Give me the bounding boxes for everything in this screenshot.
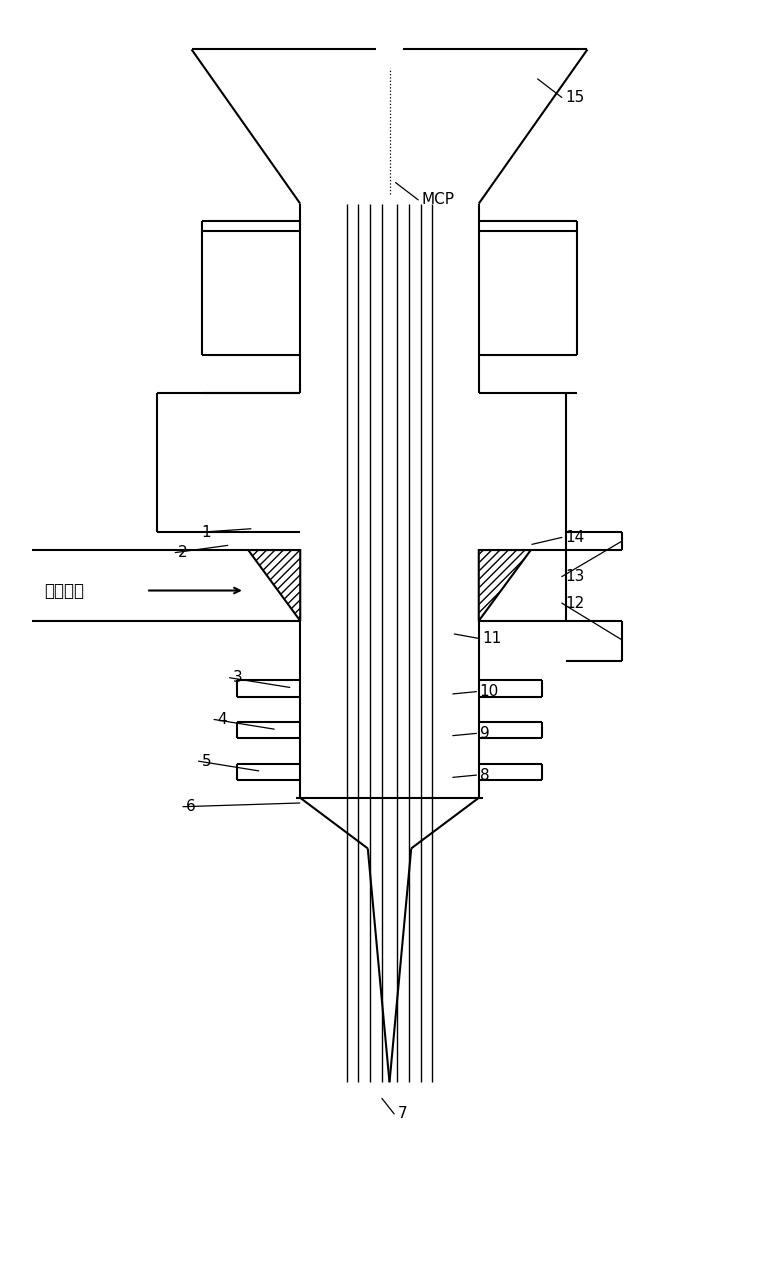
Text: MCP: MCP <box>421 193 454 208</box>
Text: 1: 1 <box>202 525 211 540</box>
Text: 6: 6 <box>186 799 196 815</box>
Text: 5: 5 <box>202 754 211 769</box>
Text: 14: 14 <box>565 530 584 545</box>
Text: 7: 7 <box>397 1106 407 1121</box>
Text: 4: 4 <box>217 712 227 727</box>
Text: 3: 3 <box>233 670 242 685</box>
Text: 11: 11 <box>483 631 502 646</box>
Polygon shape <box>479 550 530 621</box>
Text: 2: 2 <box>178 545 188 560</box>
Text: 13: 13 <box>565 569 584 584</box>
Text: 8: 8 <box>480 768 489 783</box>
Polygon shape <box>249 550 300 621</box>
Text: 12: 12 <box>565 595 584 611</box>
Text: 9: 9 <box>480 726 489 741</box>
Text: 10: 10 <box>480 684 499 699</box>
Text: 微波输入: 微波输入 <box>44 582 84 599</box>
Text: 15: 15 <box>565 90 584 105</box>
